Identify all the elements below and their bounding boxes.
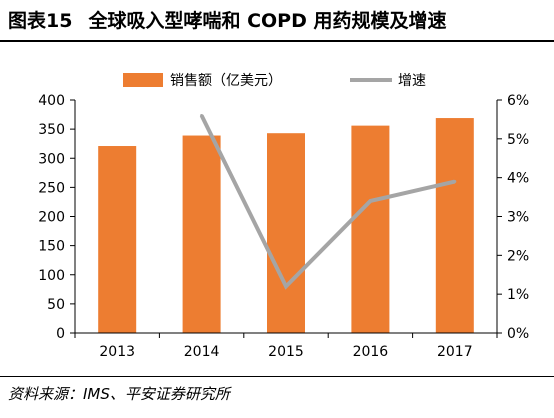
growth-point-2017 <box>453 180 457 184</box>
left-tick-label: 350 <box>38 122 65 138</box>
right-tick-label: 3% <box>507 210 529 226</box>
right-tick-label: 5% <box>507 132 529 148</box>
x-tick-label: 2016 <box>353 344 389 360</box>
left-tick-label: 150 <box>38 239 65 255</box>
bar-2016 <box>351 125 390 333</box>
bar-2014 <box>182 135 221 333</box>
left-tick-label: 250 <box>38 180 65 196</box>
bar-2013 <box>98 146 137 333</box>
left-tick-label: 300 <box>38 151 65 167</box>
growth-point-2015 <box>284 284 288 288</box>
x-tick-label: 2013 <box>99 344 135 360</box>
left-tick-label: 400 <box>38 93 65 109</box>
left-tick-label: 50 <box>47 297 65 313</box>
figure-title-block: 图表15 全球吸入型哮喘和 COPD 用药规模及增速 <box>8 6 446 33</box>
bar-series <box>98 118 474 334</box>
right-tick-label: 0% <box>507 326 529 342</box>
growth-point-2016 <box>368 199 372 203</box>
title-rule <box>0 40 554 42</box>
legend-bar-label: 销售额（亿美元） <box>170 73 282 89</box>
source-note: 资料来源：IMS、平安证券研究所 <box>8 385 230 403</box>
legend-line-label: 增速 <box>398 73 426 89</box>
left-tick-label: 100 <box>38 268 65 284</box>
left-tick-label: 200 <box>38 210 65 226</box>
line-series <box>199 114 457 290</box>
figure-label: 图表15 <box>8 10 73 32</box>
left-axis-ticks: 0 50 100 150 200 250 300 350 400 <box>38 93 75 342</box>
figure-title: 全球吸入型哮喘和 COPD 用药规模及增速 <box>88 10 447 32</box>
x-axis-ticks: 2013 2014 2015 2016 2017 <box>74 333 498 360</box>
right-tick-label: 4% <box>507 171 529 187</box>
legend-bar-swatch <box>123 73 163 87</box>
right-tick-label: 1% <box>507 287 529 303</box>
bar-2017 <box>435 118 474 334</box>
source-rule <box>0 376 554 377</box>
x-tick-label: 2017 <box>437 344 473 360</box>
growth-line <box>199 114 456 290</box>
legend: 销售额（亿美元） 增速 <box>123 73 426 89</box>
right-tick-label: 6% <box>507 93 529 109</box>
right-axis-ticks: 0% 1% 2% 3% 4% 5% 6% <box>497 93 529 342</box>
right-tick-label: 2% <box>507 248 529 264</box>
x-tick-label: 2015 <box>268 344 304 360</box>
growth-point-2014 <box>200 114 204 118</box>
bar-2015 <box>267 133 305 333</box>
x-tick-label: 2014 <box>184 344 220 360</box>
left-tick-label: 0 <box>56 326 65 342</box>
